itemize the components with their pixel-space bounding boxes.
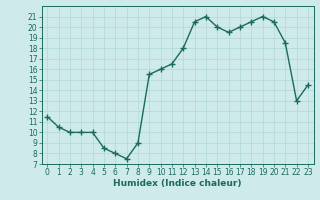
- X-axis label: Humidex (Indice chaleur): Humidex (Indice chaleur): [113, 179, 242, 188]
